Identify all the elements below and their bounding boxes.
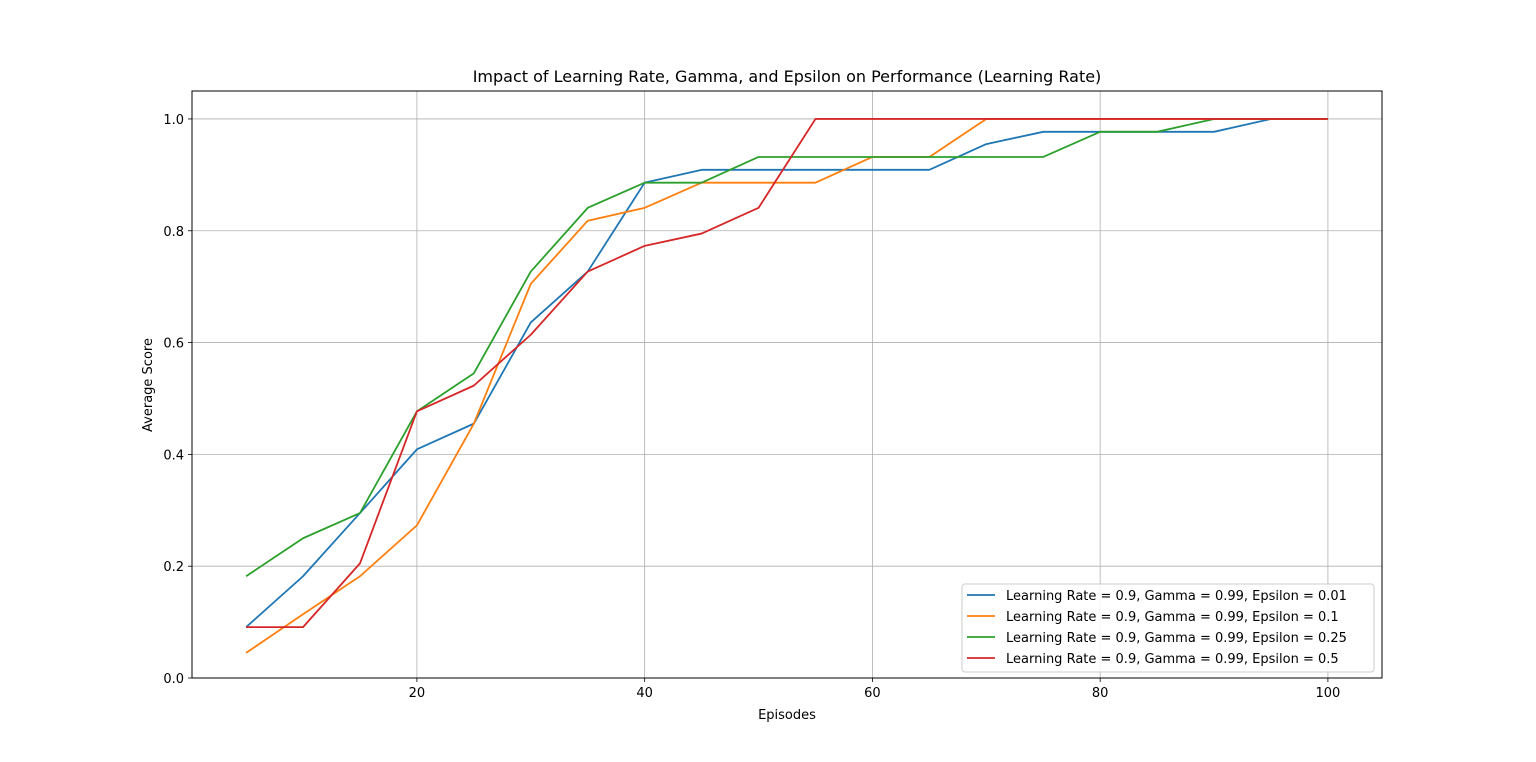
y-tick-label: 0.0 xyxy=(163,672,184,687)
y-axis: 0.0 0.2 0.4 0.6 0.8 1.0 xyxy=(163,113,192,687)
y-tick-label: 0.8 xyxy=(163,225,184,240)
x-axis-title: Episodes xyxy=(758,708,816,723)
chart-title: Impact of Learning Rate, Gamma, and Epsi… xyxy=(473,67,1102,86)
y-tick-label: 0.2 xyxy=(163,560,184,575)
x-tick-label: 20 xyxy=(409,686,426,701)
series-line-4 xyxy=(246,118,1328,629)
x-tick-label: 40 xyxy=(636,686,653,701)
y-axis-title: Average Score xyxy=(141,338,156,432)
y-tick-label: 1.0 xyxy=(163,113,184,128)
series-line-3 xyxy=(245,118,1328,577)
legend-label-2: Learning Rate = 0.9, Gamma = 0.99, Epsil… xyxy=(1006,610,1339,625)
x-tick-label: 80 xyxy=(1092,686,1109,701)
x-tick-label: 100 xyxy=(1315,686,1340,701)
y-tick-label: 0.6 xyxy=(163,337,184,352)
legend-label-4: Learning Rate = 0.9, Gamma = 0.99, Epsil… xyxy=(1006,652,1339,667)
series-lines xyxy=(245,118,1328,654)
legend: Learning Rate = 0.9, Gamma = 0.99, Epsil… xyxy=(961,583,1375,673)
x-tick-label: 60 xyxy=(864,686,881,701)
x-axis: 20 40 60 80 100 xyxy=(409,678,1340,701)
y-tick-label: 0.4 xyxy=(163,448,184,463)
legend-label-3: Learning Rate = 0.9, Gamma = 0.99, Epsil… xyxy=(1006,631,1347,646)
legend-label-1: Learning Rate = 0.9, Gamma = 0.99, Epsil… xyxy=(1006,589,1347,604)
plot-frame xyxy=(191,90,1383,679)
legend-box xyxy=(961,583,1375,673)
